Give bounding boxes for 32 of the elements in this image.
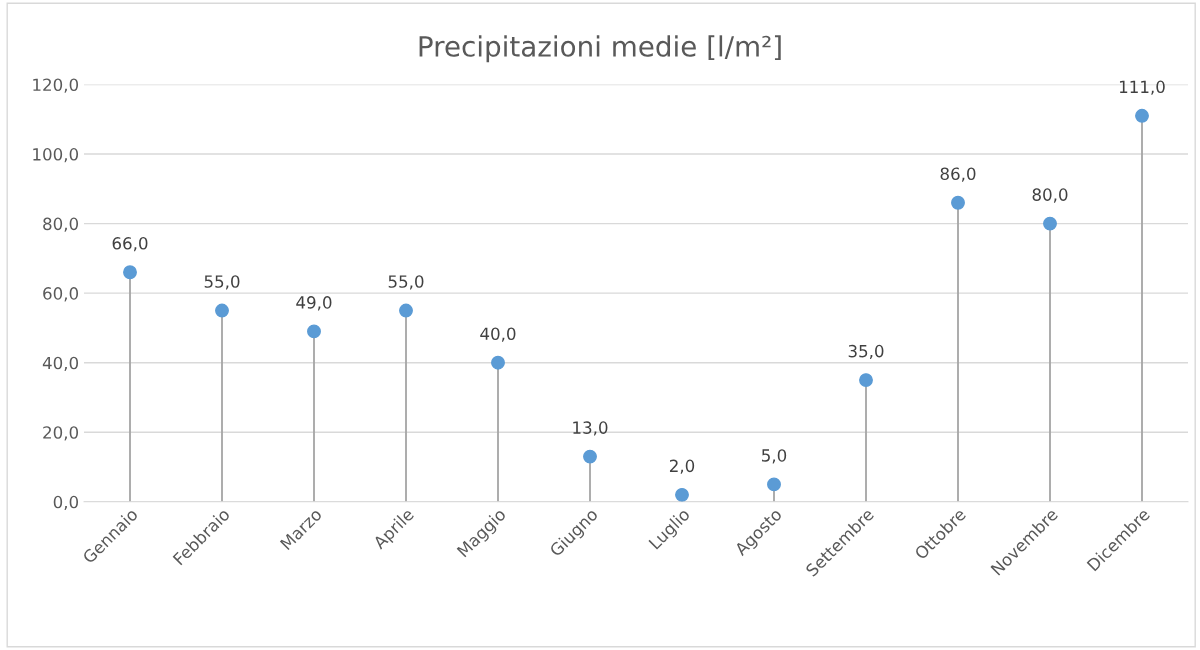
point	[123, 265, 137, 280]
y-tick-label: 20,0	[43, 426, 79, 441]
data-label: 35,0	[848, 344, 884, 360]
y-tick-label: 120,0	[33, 78, 79, 93]
point	[215, 303, 229, 318]
point	[859, 373, 873, 388]
data-label: 55,0	[204, 275, 240, 290]
point	[583, 449, 597, 464]
y-tick-label: 100,0	[33, 148, 79, 163]
point	[767, 477, 781, 492]
point	[399, 303, 413, 318]
data-label: 86,0	[940, 167, 976, 182]
point	[1135, 108, 1149, 123]
data-label: 40,0	[480, 327, 516, 342]
point	[951, 195, 965, 210]
data-label: 80,0	[1032, 188, 1068, 203]
data-label: 49,0	[296, 296, 332, 311]
point	[1043, 216, 1057, 231]
point	[307, 324, 321, 339]
data-label: 111,0	[1119, 80, 1165, 95]
data-label: 2,0	[669, 459, 695, 474]
y-tick-label: 0,0	[53, 495, 79, 511]
point	[675, 487, 689, 502]
data-label: 5,0	[762, 449, 787, 464]
y-tick-label: 40,0	[42, 356, 79, 371]
data-label: 13,0	[573, 421, 608, 436]
data-label: 55,0	[388, 275, 424, 290]
y-tick-label: 60,0	[43, 287, 79, 302]
point	[491, 355, 505, 370]
data-label: 66,0	[112, 237, 148, 252]
y-tick-label: 80,0	[43, 217, 79, 232]
chart-title: Precipitazioni medie [l/m²]	[419, 35, 781, 63]
